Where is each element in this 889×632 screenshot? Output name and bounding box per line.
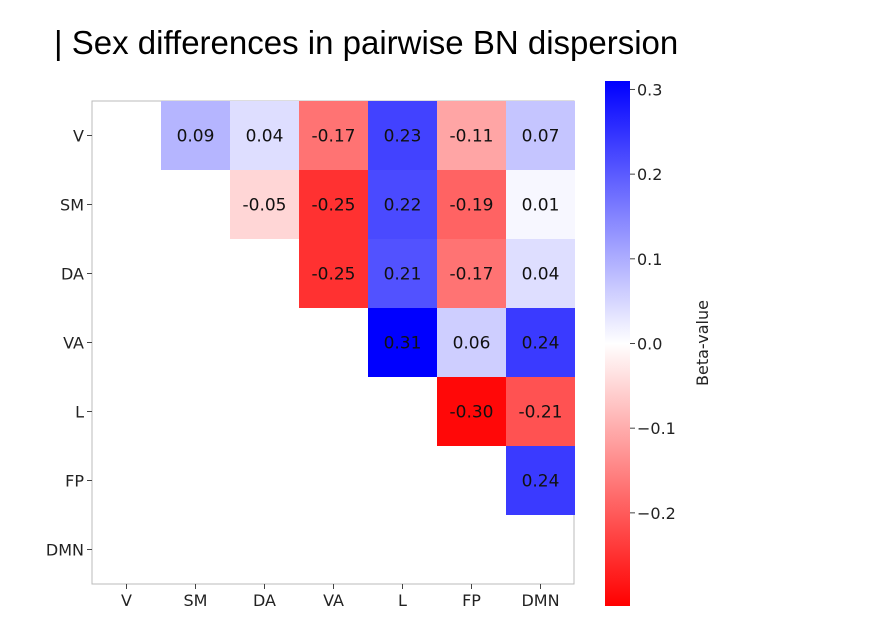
heatmap-cell-va-dmn <box>506 308 575 377</box>
heatmap-cell-sm-da <box>230 170 299 239</box>
heatmap-cell-l-fp <box>437 377 506 446</box>
y-tick-label-fp: FP <box>65 472 84 491</box>
cell-value-label: -0.19 <box>450 196 494 216</box>
cell-value-label: 0.04 <box>246 127 284 147</box>
heatmap-cell-v-dmn <box>506 101 575 170</box>
colorbar-label: Beta-value <box>693 300 712 386</box>
page-title: | Sex differences in pairwise BN dispers… <box>54 24 679 61</box>
heatmap-cell-sm-va <box>299 170 368 239</box>
cell-value-label: 0.24 <box>522 334 560 354</box>
cell-value-label: 0.01 <box>522 196 560 216</box>
heatmap-cell-v-va <box>299 101 368 170</box>
cells-layer: 0.09 0.04 -0.17 0.23 -0.11 0.07 -0.05 -0.25 0.22… <box>161 101 575 515</box>
heatmap-cell-l-dmn <box>506 377 575 446</box>
y-tick-label-v: V <box>73 127 84 146</box>
cell-value-label: -0.25 <box>312 265 356 285</box>
y-tick-label-va: VA <box>63 334 84 353</box>
heatmap-cell-v-sm <box>161 101 230 170</box>
cell-value-label: 0.23 <box>384 127 422 147</box>
colorbar-tick-label: 0.0 <box>637 335 662 354</box>
heatmap-cell-da-fp <box>437 239 506 308</box>
cell-value-label: 0.22 <box>384 196 422 216</box>
cell-value-label: 0.06 <box>453 334 491 354</box>
ticks-layer: V SM DA VA L FP DMN V SM DA VA L FP DMN <box>46 127 560 611</box>
heatmap-cell-va-fp <box>437 308 506 377</box>
heatmap-cell-va-l <box>368 308 437 377</box>
cell-value-label: -0.21 <box>519 403 563 423</box>
heatmap-cell-v-da <box>230 101 299 170</box>
cell-value-label: -0.30 <box>450 403 494 423</box>
cell-value-label: 0.21 <box>384 265 422 285</box>
x-tick-label-fp: FP <box>462 591 481 610</box>
cell-value-label: 0.09 <box>177 127 215 147</box>
cell-value-label: -0.25 <box>312 196 356 216</box>
heatmap-cell-fp-dmn <box>506 446 575 515</box>
heatmap-cell-da-va <box>299 239 368 308</box>
colorbar-tick-label: −0.1 <box>637 419 676 438</box>
x-tick-label-dmn: DMN <box>521 591 559 610</box>
heatmap-cell-sm-l <box>368 170 437 239</box>
cell-value-label: 0.04 <box>522 265 560 285</box>
x-tick-label-va: VA <box>323 591 344 610</box>
colorbar-tick-label: 0.1 <box>637 250 662 269</box>
heatmap-cell-v-fp <box>437 101 506 170</box>
cell-value-label: -0.17 <box>312 127 356 147</box>
colorbar-tick-label: −0.2 <box>637 504 676 523</box>
heatmap-cell-sm-fp <box>437 170 506 239</box>
heatmap-cell-da-l <box>368 239 437 308</box>
x-tick-label-v: V <box>121 591 132 610</box>
x-tick-label-da: DA <box>253 591 276 610</box>
cell-value-label: -0.05 <box>243 196 287 216</box>
heatmap-cell-sm-dmn <box>506 170 575 239</box>
heatmap-cell-v-l <box>368 101 437 170</box>
colorbar-tick-label: 0.3 <box>637 80 662 99</box>
heatmap-cell-da-dmn <box>506 239 575 308</box>
colorbar <box>605 81 630 606</box>
x-tick-label-l: L <box>398 591 407 610</box>
cell-value-label: 0.24 <box>522 472 560 492</box>
y-tick-label-dmn: DMN <box>46 541 84 560</box>
y-tick-label-da: DA <box>61 265 84 284</box>
y-tick-label-l: L <box>75 403 84 422</box>
cell-value-label: 0.07 <box>522 127 560 147</box>
cell-value-label: -0.17 <box>450 265 494 285</box>
y-tick-label-sm: SM <box>60 196 84 215</box>
colorbar-tick-label: 0.2 <box>637 165 662 184</box>
cell-value-label: -0.11 <box>450 127 494 147</box>
colorbar-ticks: −0.2 −0.1 0.0 0.1 0.2 0.3 <box>630 80 676 523</box>
cell-value-label: 0.31 <box>384 334 422 354</box>
x-tick-label-sm: SM <box>184 591 208 610</box>
